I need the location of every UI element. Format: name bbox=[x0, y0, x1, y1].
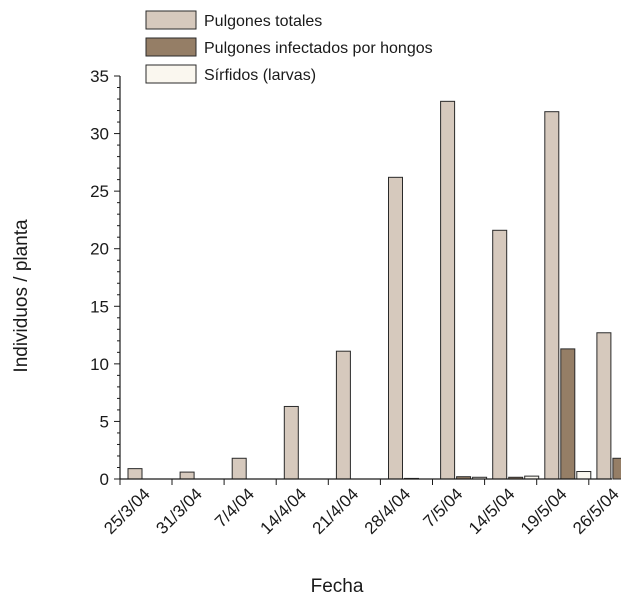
y-tick-label: 30 bbox=[90, 125, 109, 144]
bars bbox=[127, 100, 621, 480]
y-tick-label: 35 bbox=[90, 67, 109, 86]
x-axis-title: Fecha bbox=[311, 576, 364, 593]
y-tick-label: 20 bbox=[90, 240, 109, 259]
bar-pulgones-totales-7 bbox=[492, 229, 508, 480]
bar-pulgones-totales-5 bbox=[388, 176, 403, 480]
bar-pulgones-totales-0 bbox=[127, 468, 143, 480]
x-tick-label: 25/3/04 bbox=[100, 484, 154, 538]
legend-label: Sírfidos (larvas) bbox=[204, 67, 316, 84]
y-tick-label: 0 bbox=[100, 470, 109, 489]
bar-pulgones-totales-2 bbox=[231, 457, 247, 480]
legend-swatch bbox=[145, 37, 197, 57]
bar-pulgones-totales-3 bbox=[283, 405, 299, 480]
x-tick-label: 28/4/04 bbox=[361, 484, 415, 538]
y-tick-label: 25 bbox=[90, 182, 109, 201]
x-tick-label: 14/4/04 bbox=[257, 484, 311, 538]
y-tick-label: 15 bbox=[90, 297, 109, 316]
y-tick-label: 10 bbox=[90, 355, 109, 374]
legend-label: Pulgones totales bbox=[204, 13, 322, 30]
y-tick-label: 5 bbox=[100, 412, 109, 431]
legend-swatch bbox=[145, 64, 197, 84]
bar-sirfidos-8 bbox=[576, 471, 592, 480]
x-tick-label: 7/5/04 bbox=[420, 484, 467, 531]
x-tick-label: 21/4/04 bbox=[309, 484, 363, 538]
x-tick-label: 31/3/04 bbox=[152, 484, 206, 538]
legend-label: Pulgones infectados por hongos bbox=[204, 40, 433, 57]
y-axis-title: Individuos / planta bbox=[11, 219, 32, 373]
bar-pulgones-totales-6 bbox=[440, 100, 456, 480]
bar-pulgones-infectados-9 bbox=[612, 457, 621, 480]
x-tick-label: 26/5/04 bbox=[569, 484, 621, 538]
bar-pulgones-totales-1 bbox=[179, 471, 195, 480]
bar-pulgones-totales-9 bbox=[596, 332, 612, 480]
bar-pulgones-totales-8 bbox=[544, 111, 560, 480]
x-tick-label: 7/4/04 bbox=[211, 484, 258, 531]
bar-pulgones-infectados-8 bbox=[560, 348, 576, 480]
x-tick-label: 19/5/04 bbox=[517, 484, 571, 538]
bar-pulgones-totales-4 bbox=[335, 350, 351, 480]
x-tick-label: 14/5/04 bbox=[465, 484, 519, 538]
legend: Pulgones totales Pulgones infectados por … bbox=[145, 10, 433, 84]
y-axis-ticks: 0 5 10 15 20 25 30 35 bbox=[90, 67, 120, 489]
legend-swatch bbox=[145, 10, 197, 30]
